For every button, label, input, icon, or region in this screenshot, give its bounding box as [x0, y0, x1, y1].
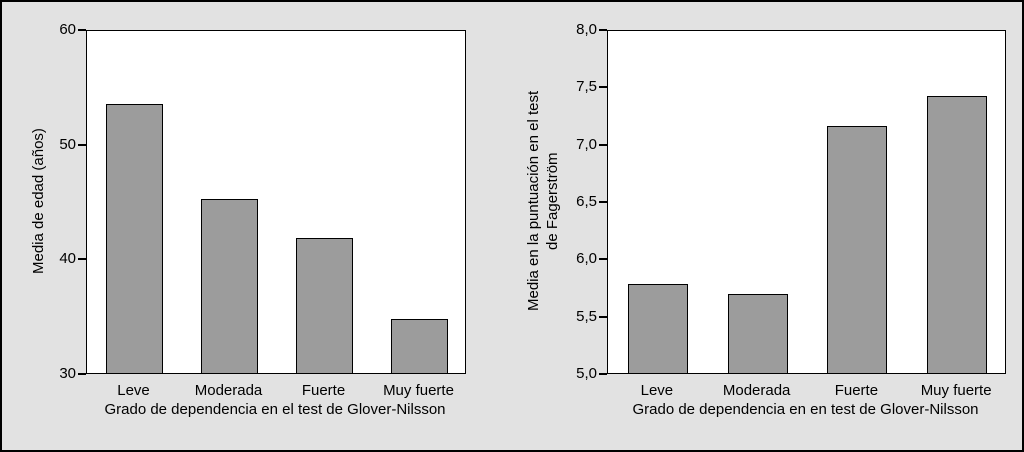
y-tick-label: 60: [59, 21, 76, 38]
chart-fagerstrom-score: Media en la puntuación en el test de Fag…: [514, 2, 1022, 450]
bar-moderada: [201, 198, 258, 373]
x-tick-label: Fuerte: [834, 382, 879, 399]
y-tick-mark: [599, 373, 607, 375]
bar-muy-fuerte: [927, 95, 988, 373]
y-axis-label: Media de edad (años): [30, 128, 47, 274]
bar-leve: [106, 103, 163, 373]
x-tick-label: Fuerte: [301, 382, 346, 399]
y-tick-mark: [78, 29, 86, 31]
y-tick-mark: [599, 315, 607, 318]
x-tick-label: Muy fuerte: [920, 382, 992, 399]
y-tick-label: 50: [59, 135, 76, 153]
x-axis-label: Grado de dependencia en el test de Glove…: [104, 401, 446, 418]
y-tick-label: 7,5: [576, 78, 597, 96]
y-tick-label: 5,5: [576, 307, 597, 325]
bar-muy-fuerte: [391, 319, 448, 373]
y-tick-label: 6,5: [576, 193, 597, 210]
bar-fuerte: [827, 126, 888, 373]
bar-fuerte: [296, 237, 353, 373]
y-tick-mark: [599, 258, 607, 261]
plot-area: [86, 30, 466, 374]
y-tick-label: 40: [59, 250, 76, 268]
y-tick-mark: [599, 201, 607, 203]
bar-leve: [627, 283, 688, 373]
y-tick-label: 30: [59, 365, 76, 382]
chart-mean-age: Media de edad (años) Grado de dependenci…: [2, 2, 514, 450]
plot-area: [607, 30, 1006, 374]
x-tick-label: Moderada: [722, 382, 791, 399]
x-tick-label: Moderada: [194, 382, 263, 399]
y-tick-mark: [78, 143, 86, 146]
x-tick-label: Leve: [640, 382, 674, 399]
x-tick-label: Leve: [117, 382, 150, 399]
y-tick-mark: [599, 86, 607, 89]
x-axis-label: Grado de dependencia en en test de Glove…: [632, 401, 979, 418]
y-tick-label: 6,0: [576, 250, 597, 268]
y-tick-label: 7,0: [576, 135, 597, 153]
y-tick-mark: [599, 29, 607, 31]
bar-moderada: [727, 293, 788, 373]
y-tick-label: 8,0: [576, 21, 597, 38]
y-tick-mark: [78, 373, 86, 375]
y-tick-label: 5,0: [576, 365, 597, 382]
x-tick-label: Muy fuerte: [383, 382, 454, 399]
y-tick-mark: [599, 143, 607, 146]
y-tick-mark: [78, 258, 86, 261]
